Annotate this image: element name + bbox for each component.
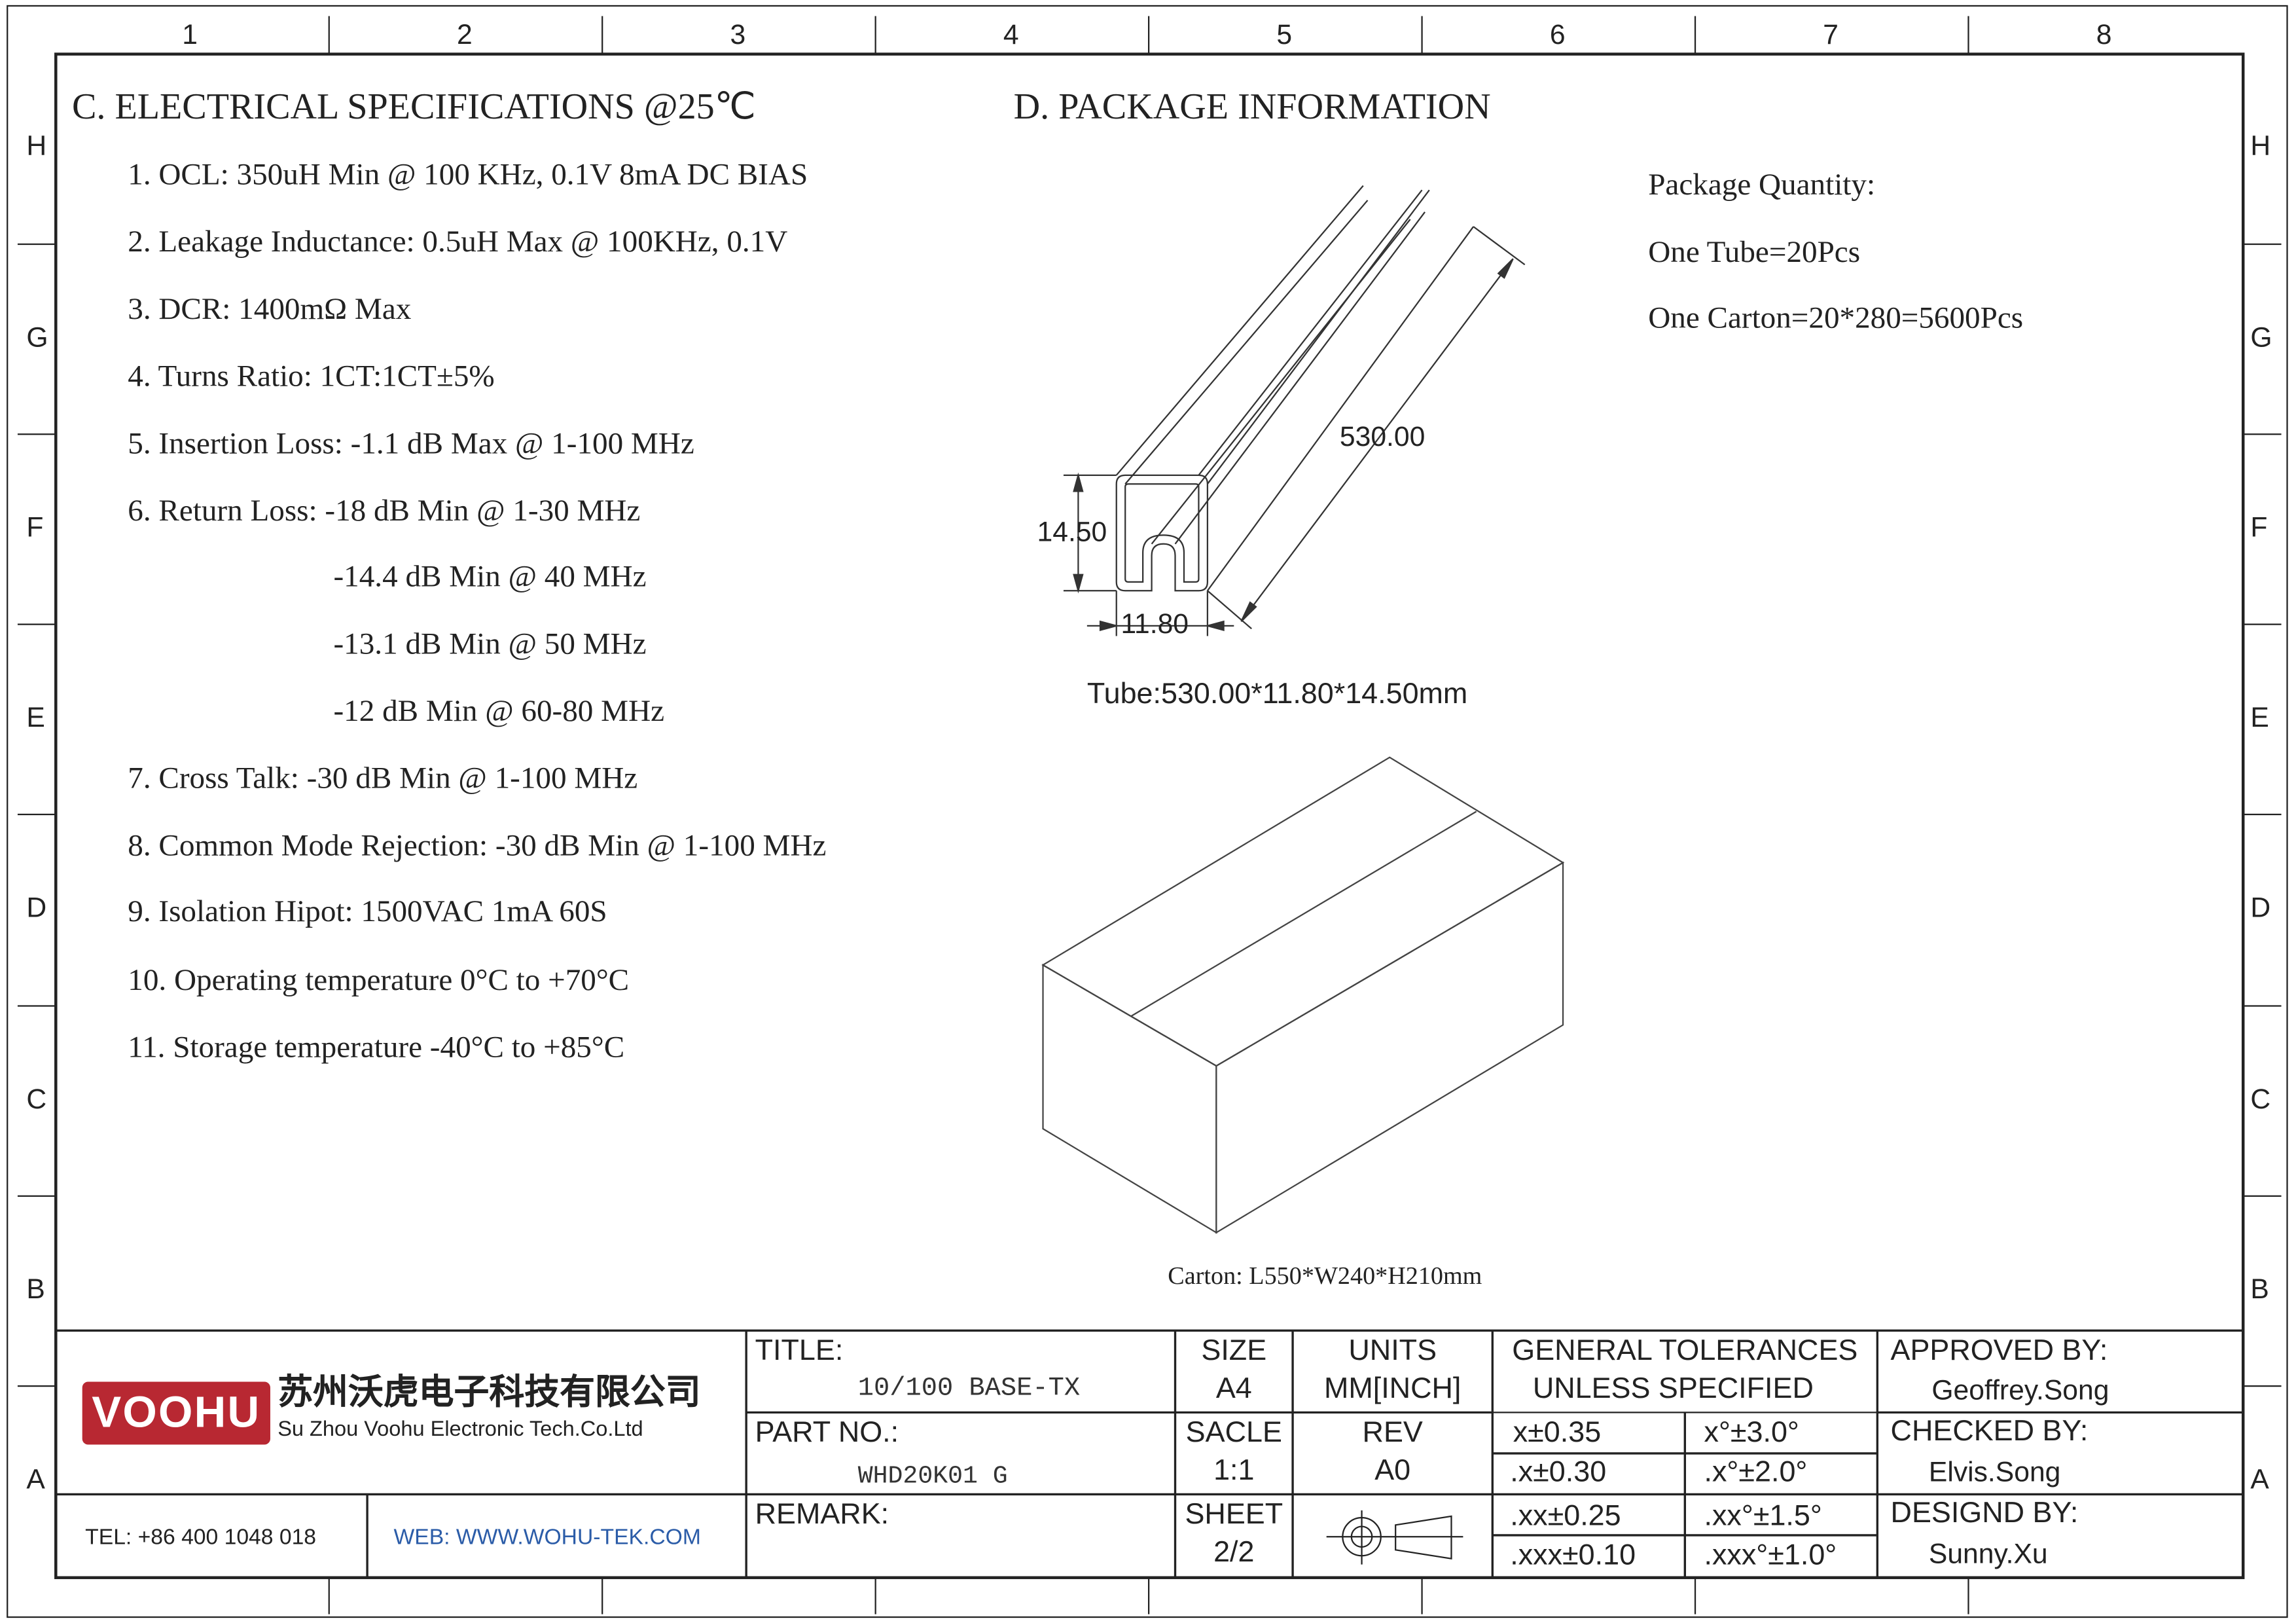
logo-text: VOOHU [92,1389,261,1438]
zone-row-a-right: A [2250,1465,2269,1496]
zone-col-2: 2 [457,20,473,52]
zone-row-f: F [26,513,44,544]
title-value: 10/100 BASE-TX [857,1374,1081,1404]
approved-by-label: APPROVED BY: [1890,1335,2108,1368]
zone-col-8: 8 [2096,20,2112,52]
tube-height-dimension: 14.50 [1037,517,1107,549]
spec-item: 3. DCR: 1400mΩ Max [128,291,412,327]
spec-item: 9. Isolation Hipot: 1500VAC 1mA 60S [128,893,607,929]
spec-item: 1. OCL: 350uH Min @ 100 KHz, 0.1V 8mA DC… [128,156,808,192]
size-label: SIZE [1201,1335,1267,1368]
tolerance-angular: x°±3.0° [1704,1417,1799,1450]
spec-item: -13.1 dB Min @ 50 MHz [333,625,647,661]
rev-label: REV [1362,1417,1423,1450]
zone-row-f-right: F [2250,513,2268,544]
zone-row-g-right: G [2250,323,2272,354]
zone-row-h: H [26,131,47,162]
company-web-link[interactable]: WEB: WWW.WOHU-TEK.COM [393,1525,701,1550]
carton-caption: Carton: L550*W240*H210mm [1168,1262,1482,1290]
units-label: UNITS [1348,1335,1437,1368]
tolerance-angular: .x°±2.0° [1704,1456,1808,1489]
zone-row-c: C [26,1085,47,1116]
zone-row-b-right: B [2250,1275,2269,1306]
package-quantity-label: Package Quantity: [1648,166,1876,202]
zone-row-a: A [26,1465,45,1496]
tolerance-angular: .xx°±1.5° [1704,1500,1822,1533]
zone-row-e-right: E [2250,703,2269,735]
sheet-value: 2/2 [1213,1537,1255,1569]
zone-col-5: 5 [1276,20,1293,52]
zone-row-d: D [26,893,47,924]
zone-row-d-right: D [2250,893,2271,924]
remark-label: REMARK: [755,1499,889,1531]
tube-caption: Tube:530.00*11.80*14.50mm [1086,678,1468,711]
electrical-heading: C. ELECTRICAL SPECIFICATIONS @25℃ [71,87,756,128]
scale-label: SACLE [1185,1417,1282,1450]
spec-item: -14.4 dB Min @ 40 MHz [333,558,647,594]
tolerance-linear: x±0.35 [1513,1417,1602,1450]
scale-value: 1:1 [1213,1455,1255,1487]
tube-width-dimension: 11.80 [1121,610,1189,641]
zone-row-g: G [26,323,48,354]
spec-item: 5. Insertion Loss: -1.1 dB Max @ 1-100 M… [128,425,694,461]
part-no-label: PART NO.: [755,1417,899,1450]
checked-by-label: CHECKED BY: [1890,1415,2089,1448]
company-name-en: Su Zhou Voohu Electronic Tech.Co.Ltd [278,1418,643,1442]
spec-item: 8. Common Mode Rejection: -30 dB Min @ 1… [128,828,827,863]
tube-length-dimension: 530.00 [1339,422,1426,454]
part-no-value: WHD20K01 G [857,1463,1008,1491]
zone-row-b: B [26,1275,45,1306]
sheet-label: SHEET [1185,1499,1283,1531]
spec-item: 7. Cross Talk: -30 dB Min @ 1-100 MHz [128,760,638,795]
spec-item: -12 dB Min @ 60-80 MHz [333,693,665,729]
carton-quantity: One Carton=20*280=5600Pcs [1648,299,2024,335]
spec-item: 4. Turns Ratio: 1CT:1CT±5% [128,358,495,393]
zone-col-7: 7 [1823,20,1839,52]
designed-by-label: DESIGND BY: [1890,1497,2079,1530]
tolerances-heading-2: UNLESS SPECIFIED [1532,1373,1814,1406]
size-value: A4 [1215,1373,1252,1406]
zone-col-3: 3 [730,20,746,52]
tolerance-linear: .xx±0.25 [1510,1500,1621,1533]
spec-item: 11. Storage temperature -40°C to +85°C [128,1029,625,1065]
tube-quantity: One Tube=20Pcs [1648,234,1861,269]
checked-by-value: Elvis.Song [1928,1457,2061,1489]
spec-item: 10. Operating temperature 0°C to +70°C [128,962,630,998]
spec-item: 2. Leakage Inductance: 0.5uH Max @ 100KH… [128,223,788,259]
voohu-logo: VOOHU [82,1381,270,1445]
units-value: MM[INCH] [1323,1373,1462,1406]
zone-row-e: E [26,703,45,735]
tolerance-angular: .xxx°±1.0° [1704,1539,1837,1572]
designed-by-value: Sunny.Xu [1928,1539,2048,1571]
tolerance-linear: .x±0.30 [1510,1456,1607,1489]
title-label: TITLE: [755,1335,844,1368]
company-name-cn: 苏州沃虎电子科技有限公司 [278,1373,701,1413]
approved-by-value: Geoffrey.Song [1931,1376,2109,1407]
rev-value: A0 [1374,1455,1411,1487]
tolerances-heading-1: GENERAL TOLERANCES [1512,1335,1858,1368]
company-tel: TEL: +86 400 1048 018 [85,1525,317,1550]
zone-row-h-right: H [2250,131,2271,162]
zone-col-1: 1 [182,20,198,52]
tolerance-linear: .xxx±0.10 [1510,1539,1636,1572]
zone-col-6: 6 [1549,20,1566,52]
spec-item: 6. Return Loss: -18 dB Min @ 1-30 MHz [128,492,641,528]
zone-row-c-right: C [2250,1085,2271,1116]
zone-col-4: 4 [1003,20,1019,52]
package-heading: D. PACKAGE INFORMATION [1013,87,1491,128]
